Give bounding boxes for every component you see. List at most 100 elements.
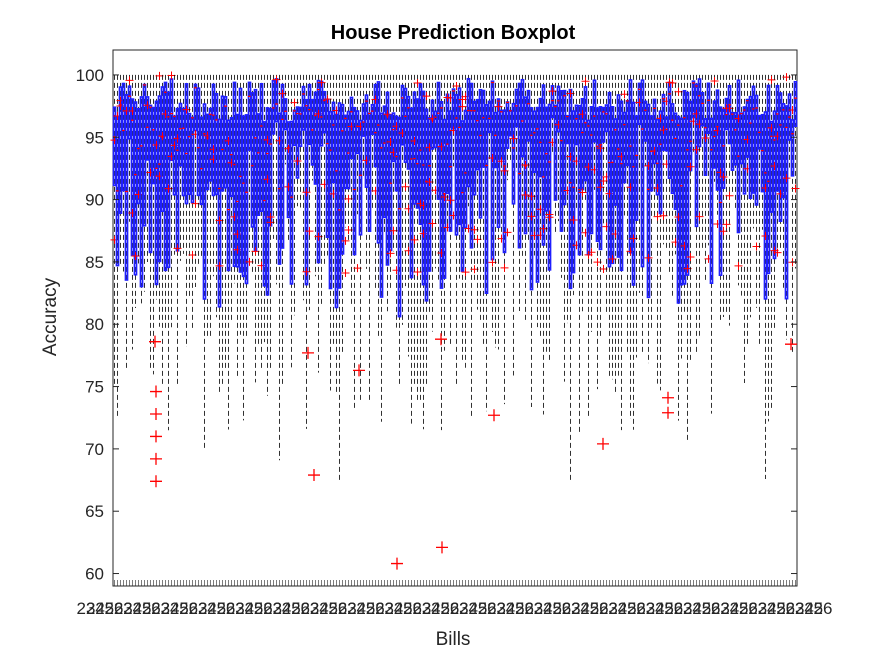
x-tick-label: 24 — [86, 599, 105, 618]
outlier-marker — [150, 475, 162, 488]
box — [220, 95, 225, 192]
x-tick-label: 25 — [580, 599, 599, 618]
x-tick-label: 25 — [543, 599, 562, 618]
box — [775, 84, 780, 192]
x-tick-label: 23 — [562, 599, 581, 618]
box — [682, 89, 687, 285]
box — [148, 104, 153, 254]
box — [463, 109, 468, 229]
box — [373, 83, 378, 168]
x-tick-label: 26 — [142, 599, 161, 618]
box — [493, 111, 498, 169]
box — [436, 81, 441, 200]
outlier-marker — [150, 407, 162, 420]
outlier-marker — [458, 102, 467, 111]
box — [583, 86, 588, 182]
box — [160, 86, 165, 212]
x-tick-label: 26 — [440, 599, 459, 618]
outlier-marker — [722, 220, 731, 229]
x-tick-label: 26 — [403, 599, 422, 618]
box — [166, 91, 171, 269]
box — [439, 100, 444, 289]
box — [262, 121, 267, 287]
box — [496, 98, 501, 229]
x-tick-label: 23 — [114, 599, 133, 618]
outlier-marker — [701, 134, 710, 143]
x-tick-label: 26 — [590, 599, 609, 618]
box — [391, 112, 396, 163]
box — [766, 84, 771, 275]
box — [517, 82, 522, 249]
box — [724, 97, 729, 131]
box — [607, 91, 612, 268]
box — [778, 92, 783, 223]
box — [157, 95, 162, 263]
box — [598, 106, 603, 251]
box — [265, 107, 270, 296]
outlier-marker — [653, 212, 662, 221]
x-tick-label: 24 — [646, 599, 665, 618]
box — [604, 104, 609, 133]
outlier-marker — [527, 212, 536, 221]
box — [559, 90, 564, 232]
box — [376, 81, 381, 244]
x-tick-label: 23 — [524, 599, 543, 618]
box — [526, 89, 531, 142]
outlier-marker — [710, 76, 719, 85]
box — [154, 100, 159, 286]
outlier-marker — [341, 268, 350, 277]
box — [652, 98, 657, 165]
box — [196, 87, 201, 197]
y-tick-label: 90 — [85, 191, 104, 210]
outlier-marker — [686, 253, 695, 261]
y-tick-label: 80 — [85, 315, 104, 334]
chart-title: House Prediction Boxplot — [331, 22, 576, 44]
box — [706, 82, 711, 135]
box — [124, 93, 129, 281]
outlier-marker — [401, 182, 410, 191]
outlier-marker — [500, 263, 509, 272]
box — [637, 82, 642, 126]
y-tick-label: 70 — [85, 440, 104, 459]
x-tick-label: 23 — [151, 599, 170, 618]
x-tick-label: 23 — [300, 599, 319, 618]
box — [793, 80, 798, 127]
box — [712, 100, 717, 169]
box — [112, 106, 117, 187]
x-tick-label: 26 — [776, 599, 795, 618]
box — [664, 116, 669, 152]
x-tick-label: 26 — [739, 599, 758, 618]
y-axis: 60 65 70 75 80 85 90 95 100 — [76, 66, 797, 584]
x-tick-label: 24 — [571, 599, 590, 618]
box — [670, 103, 675, 195]
x-tick-label: 24 — [123, 599, 142, 618]
box — [139, 96, 144, 288]
x-tick-label: 24 — [795, 599, 814, 618]
box — [370, 103, 375, 136]
outlier-marker — [435, 333, 447, 346]
x-tick-label: 25 — [95, 599, 114, 618]
box — [658, 110, 663, 215]
x-tick-label: 24 — [459, 599, 478, 618]
x-tick-label: 24 — [608, 599, 627, 618]
x-tick-label: 25 — [170, 599, 189, 618]
outlier-marker — [302, 188, 311, 197]
outlier-marker — [317, 78, 326, 87]
x-tick-label: 23 — [599, 599, 618, 618]
box — [457, 87, 462, 226]
x-tick-label: 25 — [356, 599, 375, 618]
x-tick-label: 23 — [263, 599, 282, 618]
box — [556, 85, 561, 133]
x-tick-label: 23 — [375, 599, 394, 618]
outlier-marker — [509, 134, 518, 143]
outlier-marker — [150, 452, 162, 465]
x-tick-label: 25 — [618, 599, 637, 618]
outlier-marker — [725, 191, 734, 200]
outlier-marker — [131, 251, 140, 260]
x-tick-label: 25 — [767, 599, 786, 618]
x-tick-label: 23 — [636, 599, 655, 618]
box — [619, 100, 624, 272]
box — [634, 115, 639, 221]
box — [460, 120, 465, 272]
